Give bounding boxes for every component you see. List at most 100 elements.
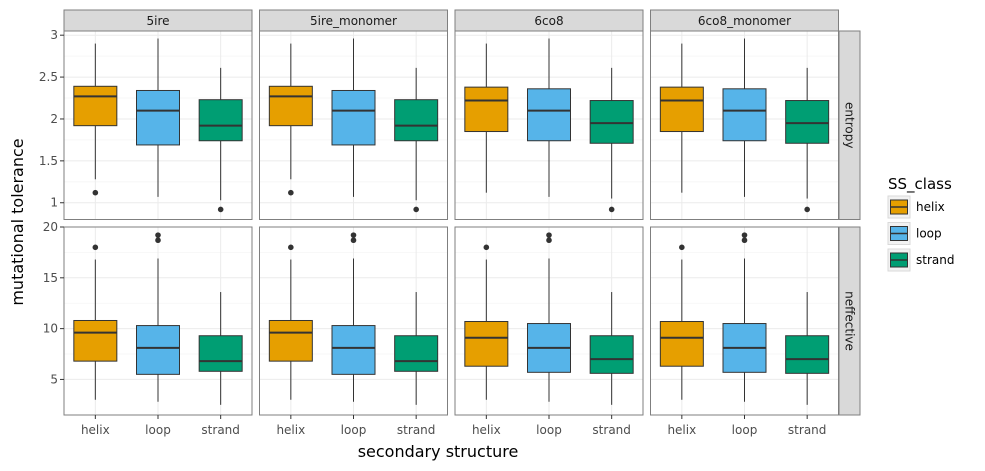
outlier-point	[288, 244, 294, 251]
x-tick-label: strand	[201, 423, 239, 437]
box-loop	[331, 38, 376, 197]
column-strip-background	[259, 9, 448, 32]
column-strip-background	[63, 9, 253, 32]
legend-item-strand: strand	[887, 248, 954, 272]
panel-neffective-6co8_monomer	[650, 226, 839, 416]
x-tick-label: helix	[472, 423, 501, 437]
y-tick-label: 2	[50, 112, 58, 126]
outlier-point	[413, 206, 419, 213]
column-strip-label: 5ire_monomer	[310, 14, 397, 28]
outlier-point	[155, 232, 161, 238]
box-body	[198, 335, 243, 372]
outlier-point	[350, 232, 357, 238]
x-tick-label: loop	[536, 423, 562, 437]
row-strip-neffective: neffective	[838, 226, 861, 416]
box-strand	[198, 292, 243, 405]
legend-label: helix	[916, 200, 945, 214]
outlier-point	[288, 189, 294, 196]
column-strip-label: 6co8	[534, 14, 563, 28]
box-strand	[785, 67, 830, 213]
facet-strips-layer: entropy neffective 5ire 5ire_monomer 6co8 6co…	[63, 9, 861, 416]
outlier-point	[546, 232, 552, 238]
row-strip-background	[838, 30, 861, 220]
outlier-point	[679, 244, 685, 251]
row-strip-entropy: entropy	[838, 30, 861, 220]
box-body	[394, 335, 439, 372]
x-tick-label: helix	[276, 423, 305, 437]
row-strip-label: neffective	[843, 291, 857, 351]
box-strand	[394, 67, 439, 213]
x-tick-label: loop	[145, 423, 171, 437]
outlier-point	[155, 237, 161, 244]
box-loop	[527, 232, 571, 402]
box-helix	[268, 244, 313, 400]
box-body	[73, 319, 118, 362]
column-strip-background	[650, 9, 839, 32]
y-tick-label: 15	[43, 271, 58, 285]
outlier-point	[217, 206, 224, 213]
column-strip-label: 5ire	[146, 14, 169, 28]
box-body	[527, 88, 571, 142]
box-helix	[464, 244, 509, 400]
legend-item-loop: loop	[887, 222, 942, 245]
y-tick-label: 1.5	[39, 154, 58, 168]
outlier-point	[350, 237, 357, 244]
y-tick-label: 1	[50, 196, 58, 210]
y-tick-label: 20	[43, 220, 58, 234]
box-strand	[589, 67, 634, 213]
box-body	[464, 321, 509, 367]
box-strand	[394, 292, 439, 405]
panel-neffective-5ire	[63, 226, 253, 416]
box-body	[785, 100, 830, 144]
box-strand	[785, 292, 830, 405]
y-tick-label: 5	[50, 372, 58, 386]
outlier-point	[483, 244, 490, 251]
column-strip-6co8_monomer: 6co8_monomer	[650, 9, 839, 32]
legend-label: strand	[916, 253, 954, 267]
box-body	[268, 85, 313, 127]
outlier-point	[804, 206, 810, 213]
box-loop	[722, 38, 767, 197]
x-tick-label: helix	[81, 423, 110, 437]
box-body	[722, 88, 767, 142]
box-body	[464, 86, 509, 133]
box-loop	[331, 232, 376, 402]
column-strip-label: 6co8_monomer	[698, 14, 791, 28]
row-strip-label: entropy	[843, 102, 857, 148]
y-axis-title: mutational tolerance	[8, 138, 27, 305]
legend-label: loop	[916, 227, 942, 241]
panel-entropy-5ire	[63, 30, 253, 220]
box-helix	[659, 43, 704, 193]
panel-neffective-6co8	[454, 226, 644, 416]
box-body	[136, 325, 180, 375]
box-helix	[73, 43, 118, 196]
column-strip-6co8: 6co8	[454, 9, 644, 32]
box-body	[394, 99, 439, 142]
box-helix	[73, 244, 118, 400]
legend-title: SS_class	[888, 175, 952, 194]
panel-entropy-5ire_monomer	[259, 30, 448, 220]
box-body	[331, 89, 376, 146]
x-tick-label: loop	[341, 423, 367, 437]
column-strip-5ire_monomer: 5ire_monomer	[259, 9, 448, 32]
panels-layer	[63, 30, 839, 416]
legend-item-helix: helix	[887, 195, 945, 219]
outlier-point	[741, 232, 748, 238]
box-body	[659, 321, 704, 367]
box-body	[589, 335, 634, 374]
y-tick-label: 3	[50, 28, 58, 42]
box-body	[331, 325, 376, 375]
outlier-point	[92, 244, 99, 251]
x-axis-title: secondary structure	[358, 442, 519, 461]
box-helix	[659, 244, 704, 400]
outlier-point	[546, 237, 552, 244]
x-tick-label: loop	[732, 423, 758, 437]
column-strip-5ire: 5ire	[63, 9, 253, 32]
column-strip-background	[454, 9, 644, 32]
box-body	[589, 100, 634, 144]
box-body	[198, 99, 243, 142]
box-loop	[136, 232, 180, 402]
panel-entropy-6co8_monomer	[650, 30, 839, 220]
box-strand	[589, 292, 634, 405]
